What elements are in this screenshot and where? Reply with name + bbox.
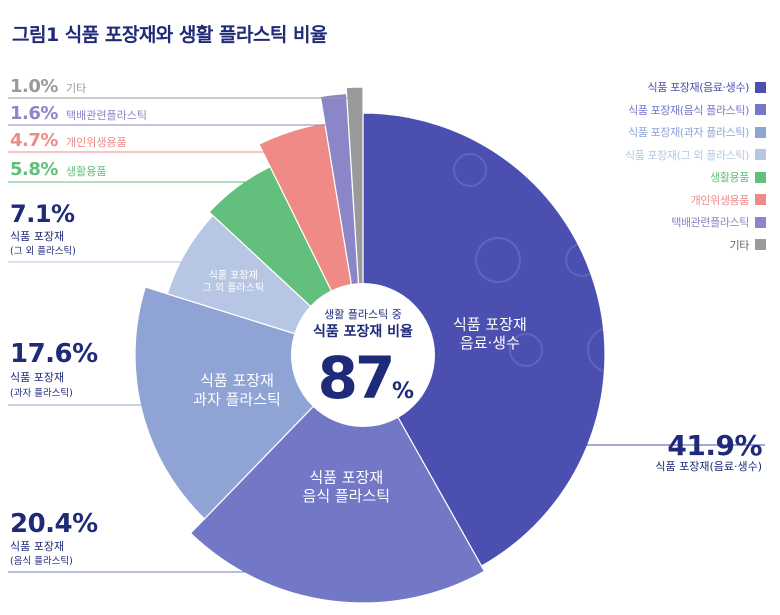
legend-swatch: [755, 216, 766, 228]
center-caption-line1: 생활 플라스틱 중: [324, 307, 402, 321]
legend-label: 식품 포장재(그 외 플라스틱): [625, 148, 749, 162]
value-label-delivery: 1.6%: [10, 103, 58, 124]
value-label-household: 5.8%: [10, 159, 58, 180]
legend-swatch: [755, 194, 766, 206]
legend-item-etc: 기타: [625, 234, 766, 257]
value-label-food: 20.4%: [10, 509, 98, 539]
page-title: 그림1 식품 포장재와 생활 플라스틱 비율: [12, 24, 327, 46]
legend-item-food: 식품 포장재(음식 플라스틱): [625, 99, 766, 122]
center-circle: [291, 283, 435, 427]
value-label-snack: 17.6%: [10, 339, 98, 369]
legend: 식품 포장재(음료·생수) 식품 포장재(음식 플라스틱) 식품 포장재(과자 플라…: [625, 76, 766, 256]
category-label-beverage: 식품 포장재(음료·생수): [655, 460, 762, 473]
value-label-etc: 1.0%: [10, 76, 58, 97]
legend-item-personal: 개인위생용품: [625, 189, 766, 212]
legend-label: 생활용품: [710, 171, 749, 185]
legend-label: 식품 포장재(음식 플라스틱): [628, 103, 749, 117]
legend-swatch: [755, 104, 766, 116]
legend-label: 기타: [729, 238, 750, 252]
slice-inner-label-snack: 식품 포장재: [200, 372, 274, 390]
legend-label: 식품 포장재(과자 플라스틱): [628, 126, 749, 140]
category-label-household: 생활용품: [66, 164, 106, 178]
slice-inner-sublabel-beverage: 음료·생수: [460, 334, 520, 352]
pie-slice-beverage: [362, 112, 606, 567]
category-label-delivery: 택배관련플라스틱: [66, 109, 147, 122]
slice-inner-sublabel-food: 음식 플라스틱: [303, 487, 391, 505]
slice-inner-label-other_food: 식품 포장재: [209, 270, 258, 282]
slice-inner-label-food: 식품 포장재: [309, 468, 383, 486]
legend-item-other_food: 식품 포장재(그 외 플라스틱): [625, 144, 766, 167]
legend-item-household: 생활용품: [625, 166, 766, 189]
category-label-food: 식품 포장재: [10, 540, 64, 553]
value-label-other_food: 7.1%: [10, 200, 75, 228]
legend-item-delivery: 택배관련플라스틱: [625, 211, 766, 234]
category-label-personal: 개인위생용품: [66, 136, 127, 149]
center-caption-line2: 식품 포장재 비율: [313, 323, 413, 340]
legend-swatch: [755, 239, 766, 251]
center-value: 87: [318, 344, 393, 412]
slice-texture: [453, 147, 633, 373]
legend-label: 개인위생용품: [690, 193, 750, 207]
legend-swatch: [755, 149, 766, 161]
category-sublabel-snack: (과자 플라스틱): [10, 387, 73, 399]
legend-swatch: [755, 126, 766, 138]
slice-inner-sublabel-snack: 과자 플라스틱: [193, 390, 281, 408]
category-sublabel-other_food: (그 외 플라스틱): [10, 245, 76, 257]
legend-label: 택배관련플라스틱: [671, 216, 749, 230]
legend-item-beverage: 식품 포장재(음료·생수): [625, 76, 766, 99]
legend-swatch: [755, 171, 766, 183]
category-label-snack: 식품 포장재: [10, 371, 64, 384]
category-label-etc: 기타: [66, 82, 86, 95]
pie-slice-food: [189, 354, 486, 604]
value-label-beverage: 41.9%: [667, 429, 762, 462]
legend-swatch: [755, 81, 766, 93]
legend-label: 식품 포장재(음료·생수): [647, 81, 750, 95]
center-unit: %: [392, 379, 414, 404]
category-label-other_food: 식품 포장재: [10, 230, 64, 243]
slice-inner-sublabel-other_food: 그 외 플라스틱: [202, 282, 264, 294]
legend-item-snack: 식품 포장재(과자 플라스틱): [625, 121, 766, 144]
value-label-personal: 4.7%: [10, 130, 58, 151]
category-sublabel-food: (음식 플라스틱): [10, 555, 73, 567]
slice-inner-label-beverage: 식품 포장재: [453, 315, 527, 333]
